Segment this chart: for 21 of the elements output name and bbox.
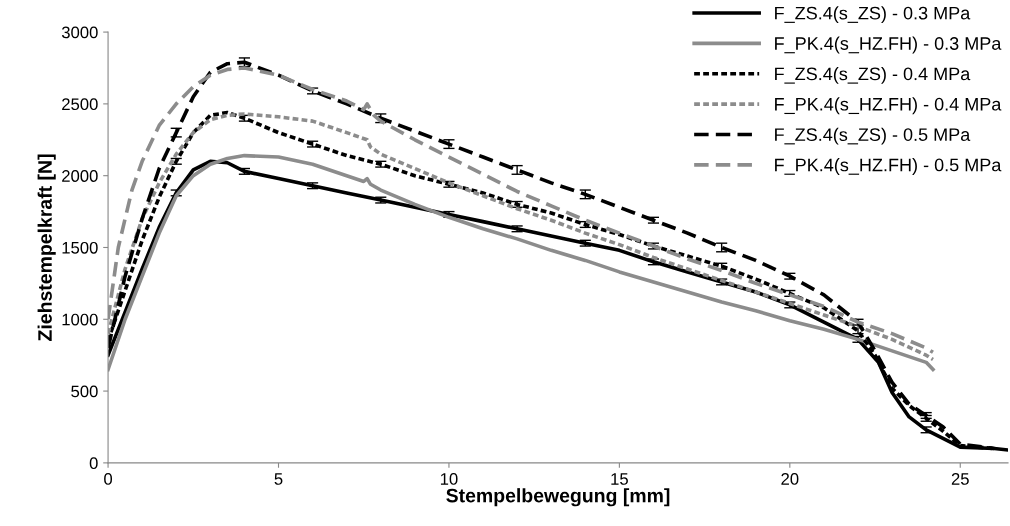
legend-label: F_PK.4(s_HZ.FH) - 0.3 MPa bbox=[775, 36, 1002, 54]
y-tick-label: 1000 bbox=[62, 313, 98, 326]
x-tick-label: 20 bbox=[781, 473, 799, 485]
legend-label: F_PK.4(s_HZ.FH) - 0.4 MPa bbox=[775, 97, 1002, 115]
y-tick-label: 2500 bbox=[62, 98, 98, 111]
y-tick-label: 3000 bbox=[61, 26, 98, 39]
y-tick-label: 1500 bbox=[62, 241, 98, 254]
x-tick-label: 5 bbox=[274, 473, 283, 485]
y-tick-label: 2000 bbox=[62, 170, 98, 182]
legend-label: F_ZS.4(s_ZS) - 0.3 MPa bbox=[775, 6, 971, 24]
y-tick-label: 0 bbox=[89, 457, 98, 470]
legend-label: F_ZS.4(s_ZS) - 0.4 MPa bbox=[775, 66, 971, 84]
x-tick-label: 15 bbox=[611, 473, 628, 485]
x-axis-title: Stempelbewegung [mm] bbox=[446, 488, 670, 507]
x-tick-label: 0 bbox=[104, 473, 113, 485]
legend-label: F_ZS.4(s_ZS) - 0.5 MPa bbox=[775, 127, 971, 145]
x-tick-label: 10 bbox=[440, 473, 458, 485]
y-tick-label: 500 bbox=[71, 385, 98, 398]
x-tick-label: 25 bbox=[951, 473, 969, 485]
y-axis-title: Ziehstempelkraft [N] bbox=[37, 154, 56, 341]
legend-label: F_PK.4(s_HZ.FH) - 0.5 MPa bbox=[775, 158, 1002, 175]
